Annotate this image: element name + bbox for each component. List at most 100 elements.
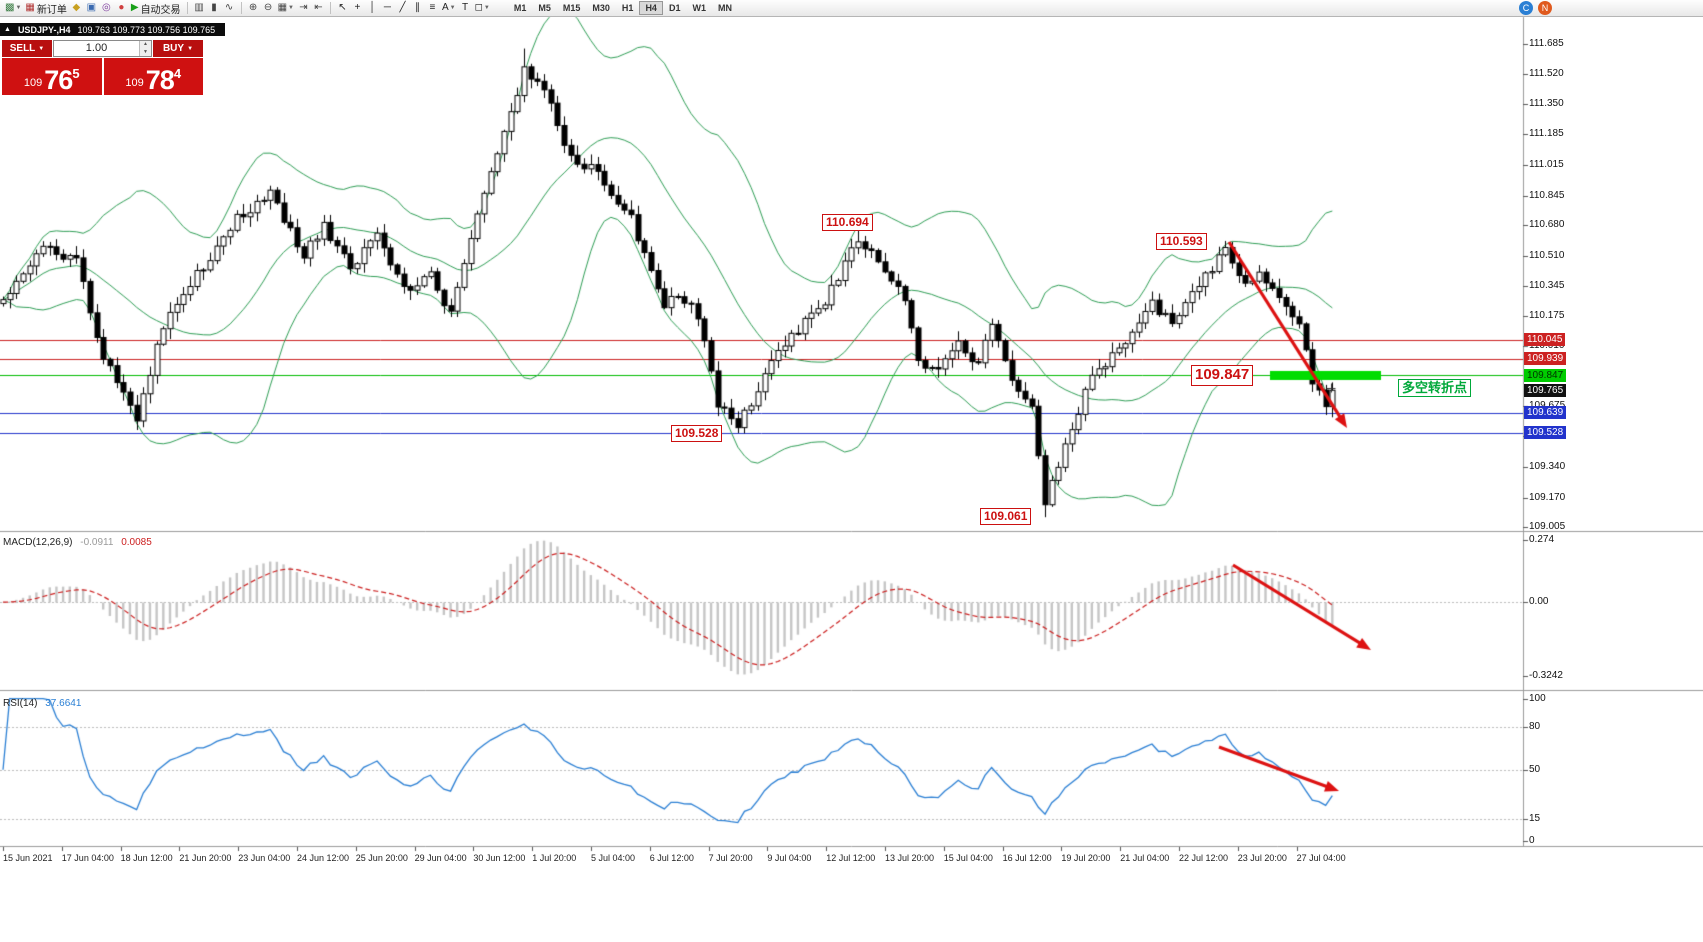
vertical-line-icon: │ [369, 2, 376, 13]
community-icon[interactable]: C [1519, 1, 1533, 15]
price-tick: 109.170 [1529, 491, 1566, 503]
fibonacci-icon[interactable]: ≡ [425, 1, 440, 16]
price-scale[interactable]: 111.685 111.520 111.350 111.185 111.015 110.8… [1523, 0, 1703, 942]
price-tick: 110.845 [1529, 189, 1565, 201]
macd-main-value: -0.0911 [80, 537, 114, 548]
price-level-label[interactable]: 109.847 [1191, 365, 1254, 386]
ask-price-box[interactable]: 109 78 4 [103, 58, 203, 95]
rsi-scale-tick: 15 [1529, 813, 1541, 825]
price-tick: 109.005 [1529, 521, 1566, 533]
sell-button[interactable]: SELL ▼ [2, 40, 52, 57]
shapes-tool-icon: ◻ [474, 2, 483, 13]
autoscroll-icon: ⇥ [299, 2, 308, 13]
price-level-label[interactable]: 109.528 [671, 425, 723, 442]
new-order-button[interactable]: ▦ 新订单 [23, 1, 68, 16]
channel-icon[interactable]: ∥ [410, 1, 425, 16]
chart-shift-icon[interactable]: ⇤ [311, 1, 326, 16]
autotrade-button-label: 自动交易 [140, 4, 181, 16]
price-level-label[interactable]: 110.593 [1156, 233, 1207, 250]
timeframe-m30[interactable]: M30 [592, 3, 610, 13]
crosshair-icon[interactable]: + [350, 1, 365, 16]
rsi-scale-tick: 50 [1529, 763, 1541, 775]
autotrade-button[interactable]: ▶ 自动交易 [129, 1, 183, 16]
time-axis-label: 1 Jul 20:00 [532, 853, 577, 863]
trendline-icon[interactable]: ╱ [395, 1, 410, 16]
macd-name: MACD(12,26,9) [3, 537, 73, 548]
turning-point-label[interactable]: 多空转折点 [1398, 379, 1472, 398]
timeframe-mn[interactable]: MN [717, 3, 732, 13]
price-tick: 111.685 [1529, 38, 1564, 50]
time-axis-label: 12 Jul 12:00 [826, 853, 876, 863]
bid-pip-digit: 5 [72, 66, 80, 81]
rsi-scale-tick: 100 [1529, 692, 1546, 704]
vertical-line-icon[interactable]: │ [365, 1, 380, 16]
timeframe-m15[interactable]: M15 [562, 3, 581, 13]
macd-scale-tick: -0.3242 [1529, 669, 1563, 681]
bid-prefix: 109 [23, 77, 43, 89]
time-axis-label: 18 Jun 12:00 [120, 853, 173, 863]
bid-price-box[interactable]: 109 76 5 [2, 58, 102, 95]
mql-wizard-icon[interactable]: ◆ [69, 1, 84, 16]
chart-shift-icon: ⇤ [314, 2, 323, 13]
horizontal-line-icon[interactable]: ─ [380, 1, 395, 16]
shapes-tool-icon[interactable]: ◻ ▼ [473, 1, 492, 16]
bars-chart-icon[interactable]: ▥ [192, 1, 207, 16]
price-tick: 111.015 [1529, 158, 1564, 170]
line-chart-icon[interactable]: ∿ [222, 1, 237, 16]
macd-signal-value: 0.0085 [121, 537, 152, 548]
timeframe-m1[interactable]: M1 [513, 3, 527, 13]
volume-down-icon[interactable]: ▼ [140, 48, 151, 56]
price-tick: 110.680 [1529, 219, 1565, 231]
toolbar-groups: ▩ ▼ ▦ 新订单 ◆ ▣ ◎ ● ▶ 自动交易 ▥ ▮ ∿ ⊕ ⊖ ▦ ▼ ⇥ ⇤ ↖ + │ ─ ╱ ∥ ≡ A ▼ T ◻ ▼ [3, 1, 492, 16]
timeframe-d1[interactable]: D1 [668, 3, 681, 13]
toolbar-separator [240, 2, 242, 14]
time-axis-label: 15 Jul 04:00 [943, 853, 993, 863]
new-order-button-label: 新订单 [36, 4, 67, 16]
buy-button[interactable]: BUY ▼ [153, 40, 203, 57]
price-level-label[interactable]: 110.694 [822, 214, 873, 231]
strategy-tester-icon: ◎ [101, 2, 111, 13]
price-tick: 110.175 [1529, 310, 1565, 322]
strategy-tester-icon[interactable]: ◎ [99, 1, 114, 16]
time-axis-label: 16 Jul 12:00 [1002, 853, 1052, 863]
text-tool-icon[interactable]: A ▼ [440, 1, 458, 16]
mql-wizard-icon: ◆ [72, 2, 81, 13]
terminal-icon: ▣ [86, 2, 97, 13]
time-axis-label: 27 Jul 04:00 [1296, 853, 1346, 863]
timeframe-h1[interactable]: H1 [621, 3, 634, 13]
zoom-out-icon[interactable]: ⊖ [261, 1, 276, 16]
record-icon[interactable]: ● [114, 1, 129, 16]
timeframe-m5[interactable]: M5 [538, 3, 551, 13]
tile-windows-icon[interactable]: ▦ ▼ [276, 1, 296, 16]
news-icon[interactable]: N [1538, 1, 1552, 15]
buy-button-label: BUY [162, 43, 185, 54]
new-chart-icon-caret: ▼ [15, 5, 22, 11]
symbol-ohlc-values: 109.763 109.773 109.756 109.765 [77, 24, 216, 35]
timeframe-w1[interactable]: W1 [692, 3, 706, 13]
autoscroll-icon[interactable]: ⇥ [296, 1, 311, 16]
collapse-icon[interactable]: ▲ [4, 26, 11, 33]
sell-caret-icon: ▼ [38, 45, 45, 52]
label-tool-icon[interactable]: T [458, 1, 473, 16]
volume-up-icon[interactable]: ▲ [140, 41, 151, 49]
zoom-in-icon[interactable]: ⊕ [246, 1, 261, 16]
time-axis-label: 23 Jul 20:00 [1237, 853, 1287, 863]
shapes-tool-icon-caret: ▼ [483, 5, 490, 11]
terminal-icon[interactable]: ▣ [84, 1, 99, 16]
new-chart-icon[interactable]: ▩ ▼ [3, 1, 23, 16]
cursor-icon[interactable]: ↖ [335, 1, 350, 16]
new-chart-icon: ▩ [5, 2, 15, 13]
time-scale[interactable]: 15 Jun 2021 17 Jun 04:00 18 Jun 12:00 21 Ju… [0, 0, 1523, 942]
price-badge: 109.847 [1524, 368, 1567, 382]
sell-button-label: SELL [9, 43, 36, 54]
time-axis-label: 19 Jul 20:00 [1061, 853, 1111, 863]
price-level-label[interactable]: 109.061 [980, 508, 1032, 525]
timeframe-h4[interactable]: H4 [639, 1, 663, 15]
price-badge: 109.639 [1524, 406, 1567, 420]
volume-input[interactable]: 1.00 [85, 42, 108, 54]
rsi-value: 37.6641 [45, 698, 82, 709]
ask-pip-digit: 4 [173, 66, 182, 81]
candles-chart-icon[interactable]: ▮ [207, 1, 222, 16]
